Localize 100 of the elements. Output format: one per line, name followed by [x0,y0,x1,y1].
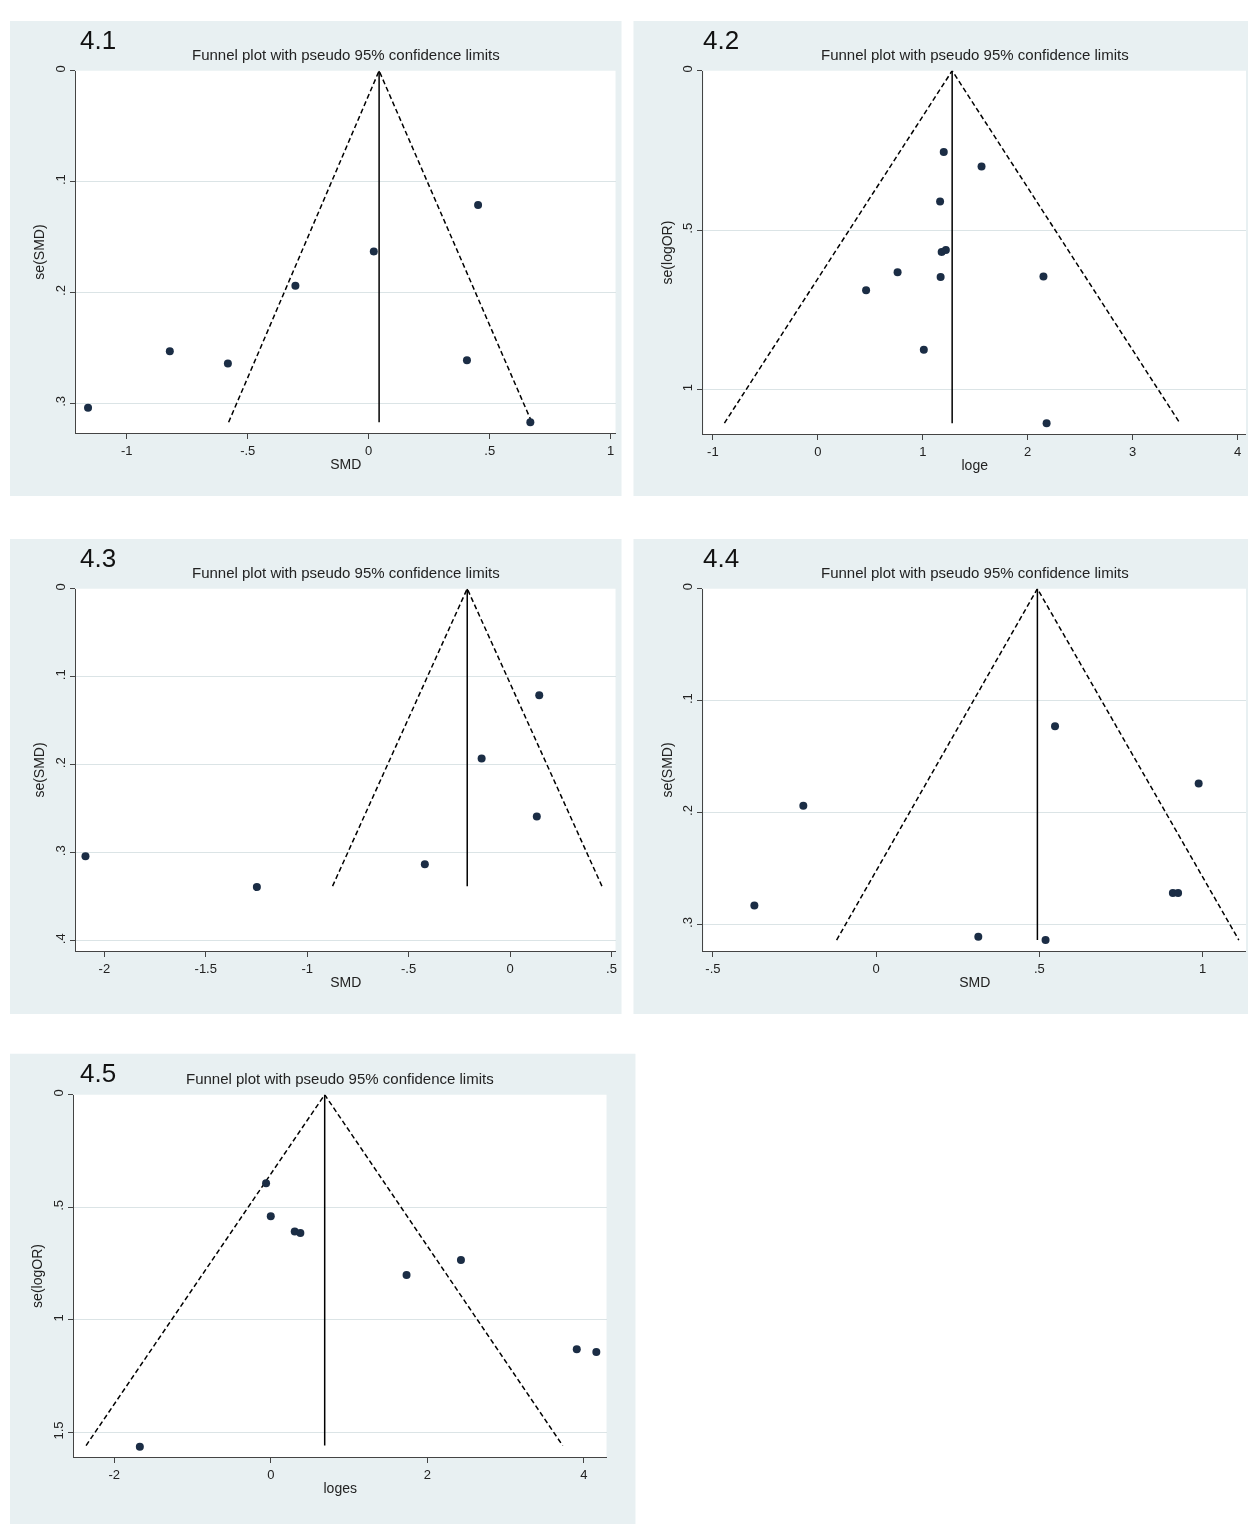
x-tick-label: 0 [267,1466,275,1482]
y-axis-title: se(SMD) [31,742,48,798]
x-tick-label: -.5 [705,960,721,976]
x-tick-label: -.5 [240,442,256,458]
x-tick-label: 0 [506,960,514,976]
point [402,1271,411,1280]
point [977,162,986,171]
point [936,197,945,206]
x-axis-title: SMD [959,974,991,991]
point [223,359,232,368]
x-tick-label: -1.5 [194,960,217,976]
y-tick-label: .2 [52,757,68,769]
x-axis-title: SMD [330,974,362,991]
x-axis-title: SMD [330,456,362,473]
y-tick-label: .5 [50,1199,66,1211]
point [526,418,535,427]
y-tick-label: .4 [52,933,68,945]
y-tick-label: .1 [680,693,696,705]
point [1039,272,1048,281]
point [1194,779,1203,788]
point [532,812,541,821]
y-axis-title: se(SMD) [31,224,48,280]
point [477,754,486,763]
x-tick-label: 1 [919,443,927,459]
point [369,247,378,256]
y-tick-label: 1 [680,384,696,392]
point [456,1255,465,1264]
point [252,883,261,892]
point [296,1228,305,1237]
y-axis-title: se(logOR) [29,1244,46,1308]
text: 4.2 [703,25,740,55]
x-tick-label: .5 [484,442,496,458]
point [462,356,471,365]
x-tick-label: .5 [1033,960,1045,976]
y-tick-label: 0 [50,1089,66,1097]
y-tick-label: .1 [52,174,68,186]
y-tick-label: 1.5 [50,1421,66,1440]
point [81,852,90,861]
point [1041,936,1050,945]
y-axis-title: se(logOR) [658,220,675,285]
chart-title: Funnel plot with pseudo 95% confidence limits [192,564,500,581]
x-tick-label: 4 [1233,443,1242,459]
y-tick-label: .2 [680,805,696,816]
point [84,403,93,412]
point [1051,722,1060,731]
y-tick-label: 0 [52,583,68,591]
x-tick-label: 0 [365,442,373,458]
x-tick-label: -2 [108,1466,121,1482]
point [266,1212,275,1221]
x-tick-label: -.5 [401,960,417,976]
x-tick-label: 3 [1129,443,1137,459]
x-tick-label: 0 [872,960,880,976]
point [862,286,871,295]
x-tick-label: .5 [606,960,617,976]
chart-title: Funnel plot with pseudo 95% confidence limits [186,1070,494,1087]
text: 4.4 [703,543,740,573]
y-tick-label: .3 [52,396,68,407]
x-tick-label: -1 [120,442,133,458]
text: 4.3 [80,543,117,573]
point [135,1442,144,1451]
chart-title: Funnel plot with pseudo 95% confidence limits [821,46,1129,63]
y-axis-title: se(SMD) [658,742,675,798]
point [474,200,483,209]
chart-title: Funnel plot with pseudo 95% confidence limits [192,46,500,63]
point [1174,889,1183,898]
point [535,691,544,700]
point [936,273,945,282]
x-axis-title: loge [961,457,989,474]
y-tick-label: .2 [52,285,68,296]
point [941,245,950,254]
point [750,901,759,910]
y-tick-label: 0 [680,65,696,73]
point [572,1345,581,1354]
y-tick-label: .3 [52,845,68,857]
point [919,345,928,354]
point [262,1179,271,1188]
x-tick-label: -1 [301,960,313,976]
x-tick-label: 0 [814,443,822,459]
point [165,347,174,356]
y-tick-label: .5 [680,222,696,234]
point [291,281,300,290]
x-tick-label: 4 [580,1466,588,1482]
x-tick-label: -1 [707,443,719,459]
text: 4.5 [80,1058,117,1088]
y-tick-label: .1 [52,669,68,681]
y-tick-label: .3 [680,917,696,928]
text: 4.1 [80,25,117,55]
point [420,860,429,869]
point [974,932,983,941]
point [592,1348,601,1357]
x-tick-label: -2 [98,960,111,976]
y-tick-label: 1 [50,1314,66,1322]
x-tick-label: 1 [1198,960,1207,976]
x-tick-label: 2 [423,1466,431,1482]
point [893,268,902,277]
x-tick-label: 1 [607,442,615,458]
x-tick-label: 2 [1024,443,1032,459]
y-tick-label: 0 [52,65,68,73]
chart-title: Funnel plot with pseudo 95% confidence limits [821,564,1129,581]
point [1042,419,1051,428]
